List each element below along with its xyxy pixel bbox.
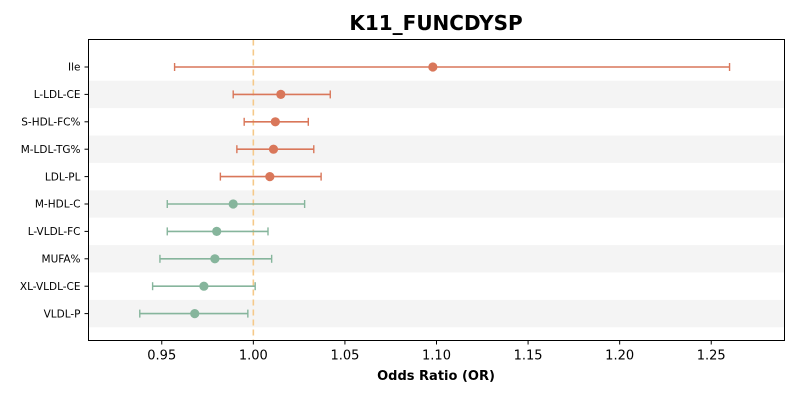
x-tick-label: 1.10 <box>422 349 451 364</box>
x-tick-label: 1.20 <box>605 349 634 364</box>
y-tick-label: LDL-PL <box>45 171 81 183</box>
estimate-2 <box>243 117 309 127</box>
odds-ratio-point <box>210 254 220 264</box>
estimate-8 <box>151 281 256 291</box>
estimate-5 <box>166 199 306 209</box>
x-tick-label: 1.15 <box>514 349 543 364</box>
y-tick-label: MUFA% <box>42 254 81 266</box>
estimate-3 <box>236 144 315 154</box>
odds-ratio-point <box>199 281 209 291</box>
y-tick-label: XL-VLDL-CE <box>20 281 81 293</box>
y-axis: Ile L-LDL-CE S-HDL-FC% M-LDL-TG% LDL-PL M-HDL… <box>20 62 89 320</box>
odds-ratio-point <box>212 226 222 236</box>
estimate-1 <box>232 89 331 99</box>
y-tick-label: VLDL-P <box>44 308 81 320</box>
odds-ratio-point <box>228 199 238 209</box>
row-band <box>88 135 785 163</box>
row-band <box>88 80 785 109</box>
x-tick-label: 0.95 <box>147 349 176 364</box>
x-axis: 0.95 1.00 1.05 1.10 1.15 1.20 1.25 <box>147 340 726 364</box>
x-tick-label: 1.25 <box>697 349 726 364</box>
y-tick-label: M-LDL-TG% <box>21 144 81 156</box>
y-tick-label: M-HDL-C <box>35 199 81 211</box>
estimate-0 <box>173 62 731 72</box>
estimate-4 <box>219 172 322 182</box>
y-tick-label: Ile <box>68 62 80 74</box>
odds-ratio-point <box>428 62 438 72</box>
y-tick-label: L-LDL-CE <box>34 89 81 101</box>
y-tick-label: S-HDL-FC% <box>21 117 80 129</box>
odds-ratio-point <box>270 117 280 127</box>
estimate-9 <box>139 309 249 319</box>
x-axis-label: Odds Ratio (OR) <box>377 369 495 384</box>
odds-ratio-point <box>276 89 286 99</box>
y-tick-label: L-VLDL-FC <box>28 226 81 238</box>
estimates <box>139 62 731 319</box>
estimate-7 <box>159 254 273 264</box>
estimate-6 <box>166 226 269 236</box>
x-tick-label: 1.05 <box>330 349 359 364</box>
odds-ratio-point <box>268 144 279 154</box>
odds-ratio-point <box>265 172 275 182</box>
chart-title: K11_FUNCDYSP <box>349 11 522 35</box>
x-tick-label: 1.00 <box>239 349 268 364</box>
odds-ratio-point <box>190 309 200 319</box>
